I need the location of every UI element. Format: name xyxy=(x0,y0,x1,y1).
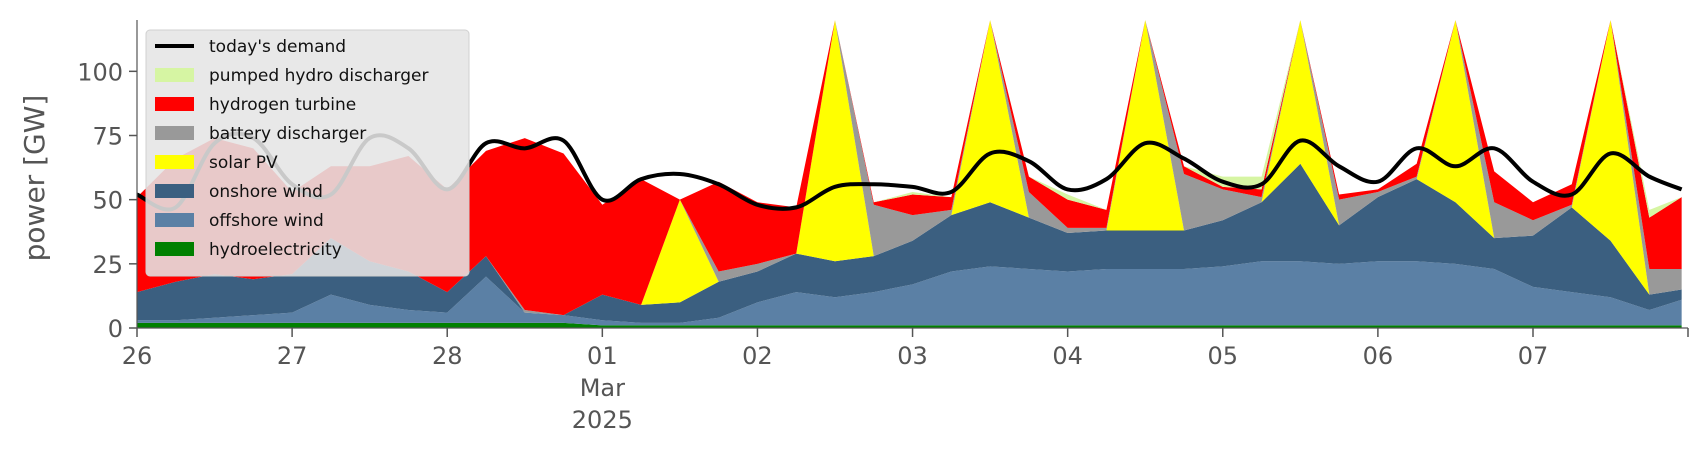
legend-entry-today-s-demand: today's demand xyxy=(209,37,346,57)
x-tick-label: 27 xyxy=(277,342,308,370)
x-tick-label: 28 xyxy=(432,342,463,370)
x-tick-label: 03 xyxy=(897,342,928,370)
legend-entry-solar-pv: solar PV xyxy=(209,153,278,173)
area-hydroelectricity xyxy=(137,322,1682,328)
y-tick-label: 75 xyxy=(92,123,123,151)
legend-entry-offshore-wind: offshore wind xyxy=(209,211,324,231)
legend-swatch xyxy=(155,97,194,111)
chart-legend: today's demand pumped hydro discharger hyd… xyxy=(145,29,470,277)
legend-swatch xyxy=(155,126,194,140)
area-offshore-wind xyxy=(137,261,1682,326)
legend-entry-battery-discharger: battery discharger xyxy=(209,124,366,144)
y-tick-label: 50 xyxy=(92,187,123,215)
legend-swatch xyxy=(155,155,194,169)
legend-swatch xyxy=(155,213,194,227)
x-tick-label: 01 xyxy=(587,342,618,370)
legend-entry-hydrogen-turbine: hydrogen turbine xyxy=(209,95,356,115)
x-tick-label: 07 xyxy=(1518,342,1549,370)
x-tick-label: 02 xyxy=(742,342,773,370)
axes-layer: 0 25 50 75 100 26 27 28 01 02 03 04 05 06 07 Mar 2025 pow… xyxy=(18,20,1689,434)
area-onshore-wind xyxy=(137,163,1682,323)
areas-layer xyxy=(137,20,1682,328)
x-tick-label: 04 xyxy=(1052,342,1083,370)
legend-box xyxy=(145,29,470,277)
area-solar-pv xyxy=(137,20,1682,316)
legend-swatch xyxy=(155,68,194,82)
legend-entry-hydroelectricity: hydroelectricity xyxy=(209,240,342,260)
y-axis-title: power [GW] xyxy=(18,95,51,262)
legend-entry-pumped-hydro-discharger: pumped hydro discharger xyxy=(209,66,428,86)
x-tick-label: 26 xyxy=(122,342,153,370)
legend-swatch xyxy=(155,184,194,198)
y-tick-label: 0 xyxy=(108,315,123,343)
legend-entry-onshore-wind: onshore wind xyxy=(209,182,323,202)
legend-swatch xyxy=(155,242,194,256)
x-month-label: Mar xyxy=(580,374,625,402)
x-year-label: 2025 xyxy=(572,406,633,434)
x-tick-label: 05 xyxy=(1208,342,1239,370)
y-tick-label: 100 xyxy=(77,58,123,86)
y-tick-label: 25 xyxy=(92,251,123,279)
x-tick-label: 06 xyxy=(1363,342,1394,370)
area-hydrogen-turbine xyxy=(137,20,1682,316)
